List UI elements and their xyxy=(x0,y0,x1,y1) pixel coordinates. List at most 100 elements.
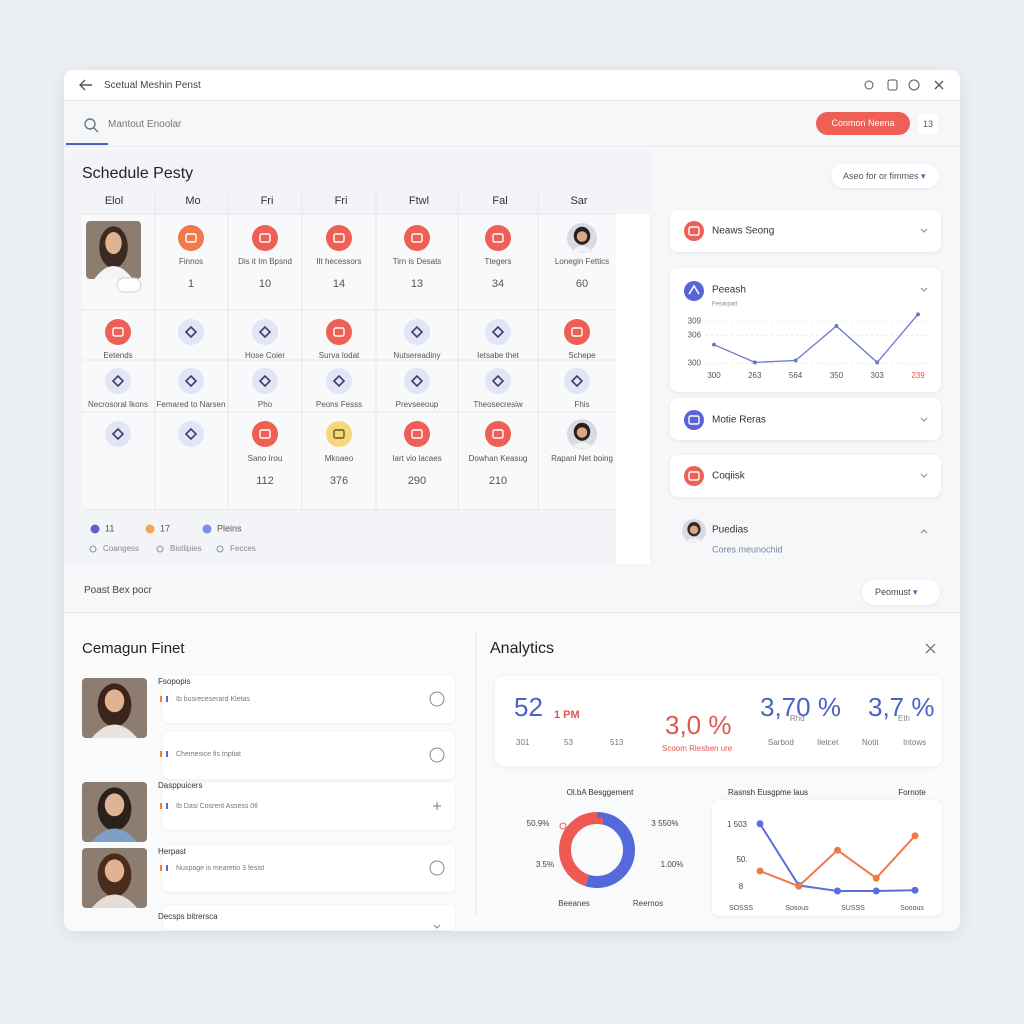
cell-label: Necrosoral Ikons xyxy=(88,400,148,409)
icon xyxy=(105,319,131,345)
item-title: Dasppuicers xyxy=(158,781,202,790)
cell-label: Iart vio lacaes xyxy=(392,454,441,463)
cell-label: Finnos xyxy=(179,257,203,266)
icon-glyph xyxy=(411,429,423,439)
icon xyxy=(178,319,204,345)
icon xyxy=(684,221,704,241)
icon xyxy=(252,319,278,345)
cell-label: Pho xyxy=(258,400,273,409)
point xyxy=(834,324,839,328)
button-label: Peomust xyxy=(875,587,911,597)
legend-swatch xyxy=(202,524,212,534)
avatar-body xyxy=(570,246,594,253)
icon xyxy=(326,225,352,251)
schedule-title: Schedule Pesty xyxy=(82,165,194,182)
chat-bubble xyxy=(116,277,142,293)
avatar-face xyxy=(576,427,588,438)
icon xyxy=(178,368,204,394)
item-tags xyxy=(160,751,162,757)
cell-number: 290 xyxy=(408,475,426,487)
donut-label: 50.9% xyxy=(527,819,550,828)
point xyxy=(795,882,803,890)
side-card[interactable] xyxy=(670,268,941,392)
badge[interactable]: 13 xyxy=(918,114,938,134)
action-icon xyxy=(429,747,445,763)
item-tags xyxy=(166,803,168,809)
icon xyxy=(485,225,511,251)
photo-body xyxy=(91,724,138,738)
icon xyxy=(485,421,511,447)
chevron: ▾ xyxy=(921,171,926,181)
day-header: Fri xyxy=(261,195,274,207)
cell-number: 112 xyxy=(256,475,274,487)
chart-title: Peeash xyxy=(712,285,746,296)
side-card[interactable] xyxy=(670,455,941,497)
legend-label: 17 xyxy=(160,523,170,533)
item-title: Decsps bitrersca xyxy=(158,912,218,921)
legend-label: Fecces xyxy=(230,544,256,553)
icon-glyph xyxy=(491,325,505,339)
window-title: Scetual Meshin Penst xyxy=(104,80,201,91)
icon xyxy=(485,368,511,394)
x-tick-label: 564 xyxy=(789,371,803,380)
close-icon[interactable] xyxy=(934,80,944,90)
list-card[interactable] xyxy=(163,783,455,830)
icon-glyph xyxy=(184,325,198,339)
primary-button[interactable]: Conmon Neena xyxy=(816,112,910,135)
item-tags xyxy=(166,696,168,702)
x-label: SOSSS xyxy=(729,905,753,912)
window-icon[interactable] xyxy=(887,79,898,91)
close-icon[interactable] xyxy=(925,643,936,654)
icon-glyph xyxy=(332,374,346,388)
settings-icon[interactable] xyxy=(908,79,920,91)
chevron xyxy=(920,287,928,292)
cell-number: 13 xyxy=(411,278,423,290)
y-tick-label: 309 xyxy=(688,316,702,325)
icon-glyph xyxy=(184,427,198,441)
item-text: Ib Dasi Cosrent Assess 0tl xyxy=(176,803,258,810)
icon xyxy=(404,368,430,394)
search-glyph xyxy=(93,127,99,133)
cell-label: Hose Coier xyxy=(245,351,285,360)
cell-label: Nutsereadiny xyxy=(393,351,440,360)
cell-label: Lonegin Fettics xyxy=(555,257,609,266)
back-icon[interactable] xyxy=(79,79,92,91)
icon-glyph xyxy=(333,233,345,243)
day-header: Fri xyxy=(335,195,348,207)
day-header: Elol xyxy=(105,195,123,207)
card-title: Motie Reras xyxy=(712,415,766,426)
filter-dropdown[interactable]: Aseo for or fimmes ▾ xyxy=(831,164,939,188)
cell-number: 210 xyxy=(489,475,507,487)
search-input[interactable]: Mantout Enoolar xyxy=(108,119,182,130)
icon-glyph xyxy=(112,327,124,337)
icon xyxy=(684,410,704,430)
icon xyxy=(105,421,131,447)
side-card[interactable] xyxy=(670,398,941,440)
chart-title: Rasnsh Eusgpme laus xyxy=(728,788,808,797)
more-button[interactable]: Peomust ▾ xyxy=(862,580,940,605)
x-tick-label: 303 xyxy=(871,371,885,380)
item-tags xyxy=(160,696,162,702)
card-title: Neaws Seong xyxy=(712,226,774,237)
donut-label: 3.5% xyxy=(536,860,554,869)
icon-glyph xyxy=(258,325,272,339)
list-card[interactable] xyxy=(163,845,455,892)
list-card[interactable] xyxy=(163,905,455,930)
legend-icon xyxy=(89,545,97,553)
icon-glyph xyxy=(491,374,505,388)
cell-label: Eetends xyxy=(103,351,132,360)
photo-body xyxy=(91,828,138,842)
stat-note: Eth xyxy=(898,714,910,723)
add-icon xyxy=(433,802,441,810)
list-card[interactable] xyxy=(163,732,455,779)
x-tick-label: 239 xyxy=(911,371,925,380)
side-card[interactable] xyxy=(670,210,941,252)
icon-glyph xyxy=(259,429,271,439)
search-icon[interactable] xyxy=(864,80,874,90)
cell-label: Theosecresiw xyxy=(473,400,523,409)
list-card[interactable] xyxy=(163,676,455,723)
y-label: 8 xyxy=(739,882,744,891)
y-label: 1 503 xyxy=(727,820,748,829)
avatar-body xyxy=(570,442,594,449)
point xyxy=(875,360,880,365)
